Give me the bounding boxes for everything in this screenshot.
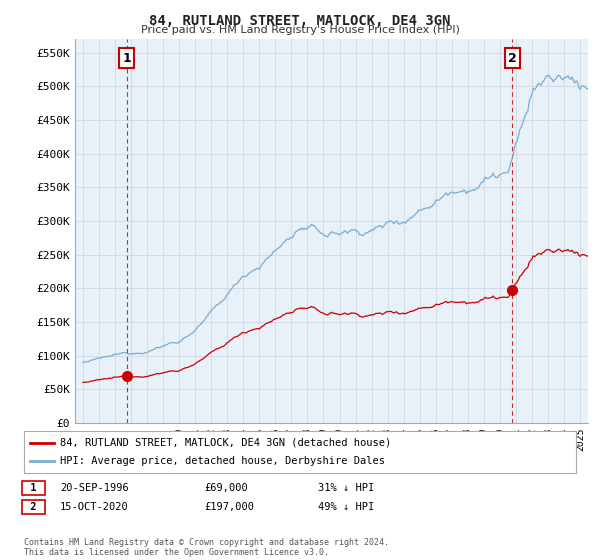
Text: 2: 2 [508,52,517,65]
Text: 31% ↓ HPI: 31% ↓ HPI [318,483,374,493]
Text: 2: 2 [24,502,43,512]
Text: 1: 1 [122,52,131,65]
Text: 49% ↓ HPI: 49% ↓ HPI [318,502,374,512]
Text: HPI: Average price, detached house, Derbyshire Dales: HPI: Average price, detached house, Derb… [60,456,385,466]
Text: £69,000: £69,000 [204,483,248,493]
Text: 84, RUTLAND STREET, MATLOCK, DE4 3GN: 84, RUTLAND STREET, MATLOCK, DE4 3GN [149,14,451,28]
Text: 20-SEP-1996: 20-SEP-1996 [60,483,129,493]
Text: 84, RUTLAND STREET, MATLOCK, DE4 3GN (detached house): 84, RUTLAND STREET, MATLOCK, DE4 3GN (de… [60,438,391,448]
Text: 1: 1 [24,483,43,493]
Text: Price paid vs. HM Land Registry's House Price Index (HPI): Price paid vs. HM Land Registry's House … [140,25,460,35]
Text: Contains HM Land Registry data © Crown copyright and database right 2024.
This d: Contains HM Land Registry data © Crown c… [24,538,389,557]
Text: 15-OCT-2020: 15-OCT-2020 [60,502,129,512]
Text: £197,000: £197,000 [204,502,254,512]
